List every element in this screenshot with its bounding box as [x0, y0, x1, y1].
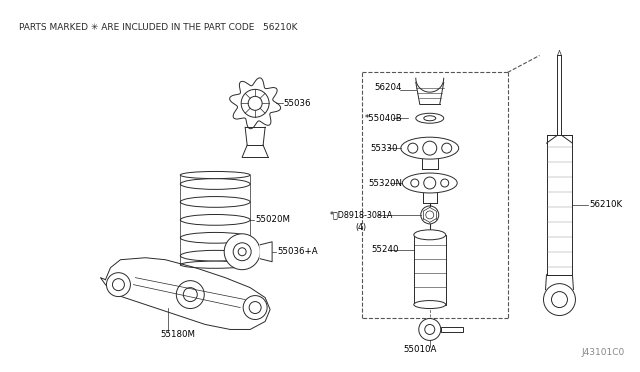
Circle shape	[249, 302, 261, 314]
Circle shape	[424, 177, 436, 189]
Circle shape	[425, 324, 435, 334]
Text: 55036: 55036	[283, 99, 310, 108]
Circle shape	[552, 292, 568, 308]
Text: 55240: 55240	[372, 245, 399, 254]
Circle shape	[426, 211, 434, 219]
Ellipse shape	[414, 230, 445, 240]
Text: (4): (4)	[355, 223, 366, 232]
Text: 55330: 55330	[370, 144, 397, 153]
Circle shape	[419, 318, 441, 340]
Ellipse shape	[424, 116, 436, 121]
Bar	[414, 235, 445, 305]
Text: J43101C0: J43101C0	[581, 348, 625, 357]
Ellipse shape	[180, 196, 250, 207]
Text: 55180M: 55180M	[161, 330, 195, 339]
Circle shape	[408, 143, 418, 153]
Circle shape	[241, 89, 269, 117]
Polygon shape	[100, 258, 270, 330]
Ellipse shape	[180, 261, 250, 268]
Text: 55036+A: 55036+A	[277, 247, 317, 256]
Text: 55010A: 55010A	[403, 345, 436, 354]
Text: PARTS MARKED ✳ ARE INCLUDED IN THE PART CODE   56210K: PARTS MARKED ✳ ARE INCLUDED IN THE PART …	[19, 23, 297, 32]
Ellipse shape	[403, 173, 457, 193]
Circle shape	[176, 280, 204, 308]
Circle shape	[183, 288, 197, 302]
Circle shape	[233, 243, 251, 261]
Bar	[547, 135, 572, 275]
Circle shape	[238, 248, 246, 256]
Text: *ⓍD8918-3081A: *ⓍD8918-3081A	[330, 211, 394, 219]
Text: 55020M: 55020M	[255, 215, 290, 224]
Circle shape	[411, 179, 419, 187]
Ellipse shape	[180, 250, 250, 261]
Ellipse shape	[180, 215, 250, 225]
Circle shape	[243, 296, 267, 320]
Ellipse shape	[401, 137, 459, 159]
Ellipse shape	[180, 179, 250, 189]
Circle shape	[420, 206, 439, 224]
Circle shape	[442, 143, 452, 153]
Circle shape	[113, 279, 124, 291]
Polygon shape	[230, 78, 280, 129]
Ellipse shape	[414, 301, 445, 308]
Circle shape	[423, 141, 436, 155]
Polygon shape	[416, 78, 444, 92]
Ellipse shape	[180, 171, 250, 179]
Ellipse shape	[416, 113, 444, 123]
Circle shape	[106, 273, 131, 296]
Circle shape	[248, 96, 262, 110]
Ellipse shape	[180, 232, 250, 243]
Bar	[441, 327, 463, 332]
Polygon shape	[260, 242, 272, 262]
Circle shape	[543, 283, 575, 315]
Text: *55040B: *55040B	[365, 114, 403, 123]
Text: 56210K: 56210K	[589, 201, 623, 209]
Circle shape	[441, 179, 449, 187]
Text: 56204: 56204	[375, 83, 403, 92]
Text: 55320N: 55320N	[368, 179, 402, 187]
Circle shape	[224, 234, 260, 270]
